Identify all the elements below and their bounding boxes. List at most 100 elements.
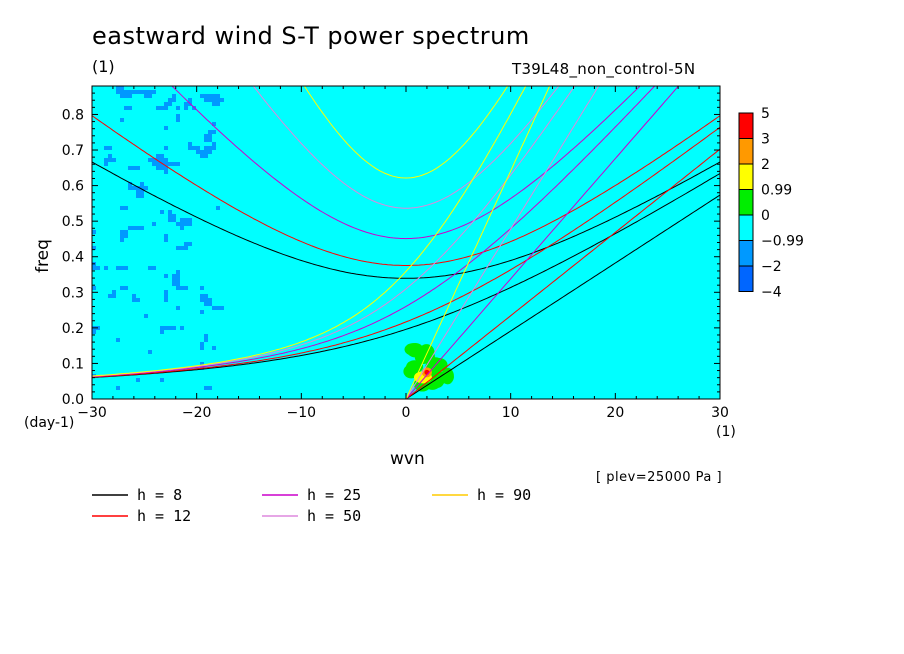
mrg-curve-h12 [92, 126, 720, 378]
colorbar-segment [738, 163, 754, 190]
colorbar-segment [738, 240, 754, 267]
field-cell [204, 386, 208, 390]
field-cell [128, 182, 132, 186]
field-cell [92, 266, 96, 270]
mrg-curve-h50 [92, 86, 576, 377]
field-cell [104, 162, 108, 166]
field-cell [208, 298, 212, 302]
field-cell [204, 146, 208, 150]
field-cell [200, 154, 204, 158]
field-cell [104, 158, 108, 162]
field-cell [164, 102, 168, 106]
field-cell [172, 274, 176, 278]
field-cell [208, 146, 212, 150]
field-cell [108, 154, 112, 158]
field-cell [136, 186, 140, 190]
field-cell [140, 190, 144, 194]
field-cell [176, 106, 180, 110]
field-cell [208, 386, 212, 390]
y-axis-label: freq [32, 239, 53, 273]
field-cell [108, 294, 112, 298]
field-cell [172, 214, 176, 218]
colorbar-label: 5 [761, 106, 770, 122]
field-cell [128, 90, 132, 94]
field-cell [212, 142, 216, 146]
field-cell [204, 334, 208, 338]
field-cell [196, 146, 200, 150]
colorbar-label: 0.99 [761, 183, 792, 199]
field-cell [168, 326, 172, 330]
field-cell [140, 90, 144, 94]
field-cell [128, 166, 132, 170]
field-cell [176, 162, 180, 166]
field-cell [120, 118, 124, 122]
field-cell [180, 286, 184, 290]
field-cell [152, 222, 156, 226]
field-cell [164, 166, 168, 170]
kelvin-curve-h50 [405, 86, 600, 399]
y-axis-unit: (day-1) [24, 415, 75, 431]
field-cell [208, 130, 212, 134]
ig-curve-h12 [92, 115, 720, 266]
field-cell [204, 134, 208, 138]
field-cell [188, 98, 192, 102]
field-cell [216, 306, 220, 310]
field-cell [136, 194, 140, 198]
kelvin-curve-h90 [405, 86, 551, 399]
mrg-curve-h25 [92, 86, 656, 378]
field-cell [164, 290, 168, 294]
y-tick-label: 0.4 [62, 250, 84, 266]
field-cell [120, 286, 124, 290]
field-cell [112, 290, 116, 294]
field-cell [168, 162, 172, 166]
field-cell [120, 206, 124, 210]
field-cell [124, 286, 128, 290]
field-cell [116, 338, 120, 342]
field-cell [116, 90, 120, 94]
x-tick-label: 20 [606, 405, 624, 421]
colorbar-segment [738, 214, 754, 241]
field-cell [132, 294, 136, 298]
field-cell [180, 326, 184, 330]
field-cell [212, 102, 216, 106]
field-cell [148, 266, 152, 270]
colorbar-label: −2 [761, 259, 782, 275]
chart-title: eastward wind S-T power spectrum [92, 22, 530, 50]
y-tick-label: 0.0 [62, 392, 84, 408]
field-cell [116, 386, 120, 390]
field-cell [112, 158, 116, 162]
field-cell [108, 158, 112, 162]
field-cell [204, 338, 208, 342]
field-cell [120, 230, 124, 234]
field-cell [136, 226, 140, 230]
x-tick-label: −30 [77, 405, 107, 421]
field-cell [124, 230, 128, 234]
y-tick-label: 0.7 [62, 143, 84, 159]
field-cell [144, 90, 148, 94]
field-cell [160, 158, 164, 162]
field-cell [136, 90, 140, 94]
field-cell [152, 162, 156, 166]
field-cell [204, 138, 208, 142]
field-cell [132, 166, 136, 170]
field-cell [156, 154, 160, 158]
field-cell [200, 298, 204, 302]
field-cell [168, 210, 172, 214]
field-cell [120, 238, 124, 242]
field-cell [112, 294, 116, 298]
field-cell [164, 294, 168, 298]
field-cell [208, 138, 212, 142]
field-cell [132, 90, 136, 94]
field-cell [164, 146, 168, 150]
y-tick-label: 0.8 [62, 107, 84, 123]
field-cell [136, 298, 140, 302]
field-cell [120, 266, 124, 270]
colorbar-label: 3 [761, 132, 770, 148]
field-cell [200, 286, 204, 290]
field-cell [204, 150, 208, 154]
field-cell [96, 266, 100, 270]
field-cell [176, 246, 180, 250]
field-cell [148, 158, 152, 162]
field-cell [136, 166, 140, 170]
field-cell [176, 274, 180, 278]
